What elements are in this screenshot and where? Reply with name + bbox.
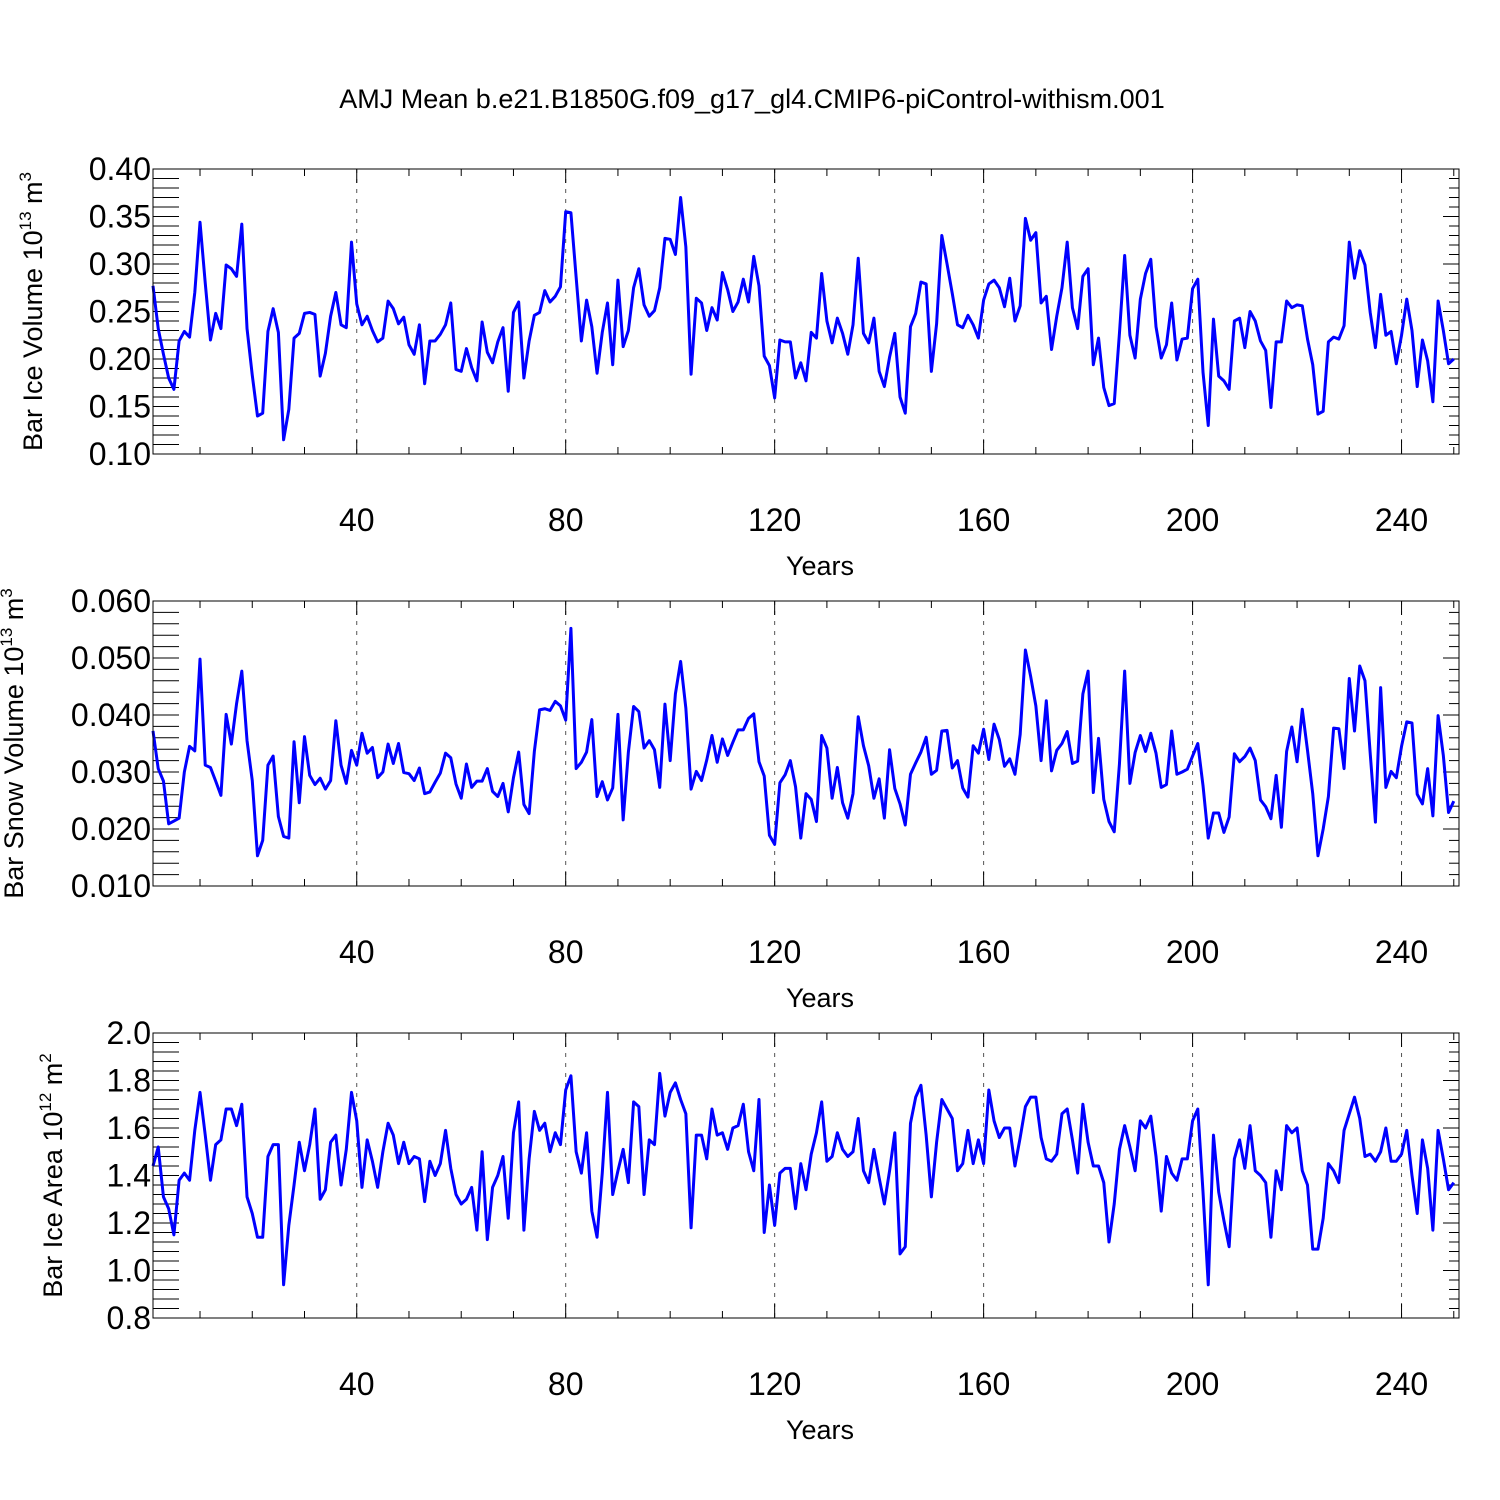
x-tick-label: 120 [748, 502, 801, 538]
y-tick-label: 0.8 [107, 1300, 151, 1336]
y-tick-label: 0.060 [71, 583, 151, 619]
y-tick-label: 0.050 [71, 640, 151, 676]
y-label-unit: m [18, 181, 48, 211]
y-tick-label: 0.15 [89, 389, 151, 425]
y-tick-label: 1.8 [107, 1063, 151, 1099]
y-axis-label: Bar Ice Volume 1013 m3 [16, 172, 48, 451]
y-tick-label: 2.0 [107, 1015, 151, 1051]
y-tick-label: 0.020 [71, 811, 151, 847]
series-line-snow-volume [151, 626, 1456, 858]
y-label-exp: 13 [0, 628, 16, 647]
y-tick-label: 0.20 [89, 341, 151, 377]
y-tick-label: 0.10 [89, 436, 151, 472]
series-line-ice-area [151, 1071, 1455, 1287]
x-axis-label: Years [786, 551, 854, 581]
panel-ice-volume: 0.10 0.15 0.20 0.25 0.30 0.35 0.40 40 80 120 160 20… [16, 151, 1460, 581]
panel-snow-volume: 0.010 0.020 0.030 0.040 0.050 0.060 40 80 120 160… [0, 583, 1460, 1013]
y-label-main: Bar Snow Volume 10 [0, 647, 29, 899]
y-label-exp: 12 [36, 1093, 55, 1112]
y-tick-label: 1.2 [107, 1205, 151, 1241]
x-tick-label: 200 [1166, 1366, 1219, 1402]
y-label-unit-exp: 2 [36, 1053, 55, 1062]
x-tick-label: 160 [957, 1366, 1010, 1402]
y-tick-label: 0.40 [89, 151, 151, 187]
x-tick-label: 200 [1166, 934, 1219, 970]
figure-title: AMJ Mean b.e21.B1850G.f09_g17_gl4.CMIP6-… [339, 84, 1164, 114]
y-axis-label: Bar Ice Area 1012 m2 [36, 1053, 68, 1298]
x-tick-label: 80 [548, 1366, 584, 1402]
x-tick-label: 80 [548, 502, 584, 538]
x-tick-label: 40 [339, 502, 375, 538]
y-tick-label: 1.0 [107, 1253, 151, 1289]
y-tick-label: 0.30 [89, 246, 151, 282]
y-tick-label: 1.6 [107, 1110, 151, 1146]
y-axis-label: Bar Snow Volume 1013 m3 [0, 588, 29, 899]
y-label-exp: 13 [16, 211, 35, 230]
x-tick-label: 240 [1375, 934, 1428, 970]
y-label-unit: m [0, 598, 29, 628]
x-tick-label: 240 [1375, 502, 1428, 538]
y-label-unit-exp: 3 [16, 172, 35, 181]
y-label-main: Bar Ice Volume 10 [18, 230, 48, 451]
plot-frame [152, 1032, 1460, 1319]
plot-frame [152, 168, 1460, 455]
y-label-unit: m [38, 1063, 68, 1093]
y-tick-label: 0.25 [89, 294, 151, 330]
y-tick-label: 1.4 [107, 1158, 151, 1194]
y-tick-label: 0.040 [71, 697, 151, 733]
y-tick-label: 0.030 [71, 754, 151, 790]
y-tick-label: 0.010 [71, 868, 151, 904]
y-label-main: Bar Ice Area 10 [38, 1112, 68, 1298]
panel-ice-area: 0.8 1.0 1.2 1.4 1.6 1.8 2.0 40 80 120 160 200 240 Yea… [36, 1015, 1460, 1445]
x-tick-label: 200 [1166, 502, 1219, 538]
x-tick-label: 120 [748, 934, 801, 970]
plot-frame [152, 600, 1460, 887]
y-tick-label: 0.35 [89, 199, 151, 235]
x-tick-label: 160 [957, 502, 1010, 538]
x-tick-label: 40 [339, 1366, 375, 1402]
x-axis-label: Years [786, 983, 854, 1013]
x-tick-label: 240 [1375, 1366, 1428, 1402]
x-tick-label: 120 [748, 1366, 801, 1402]
x-tick-label: 80 [548, 934, 584, 970]
series-line-ice-volume [151, 196, 1455, 442]
x-tick-label: 160 [957, 934, 1010, 970]
x-tick-label: 40 [339, 934, 375, 970]
y-label-unit-exp: 3 [0, 588, 16, 597]
x-axis-label: Years [786, 1415, 854, 1445]
